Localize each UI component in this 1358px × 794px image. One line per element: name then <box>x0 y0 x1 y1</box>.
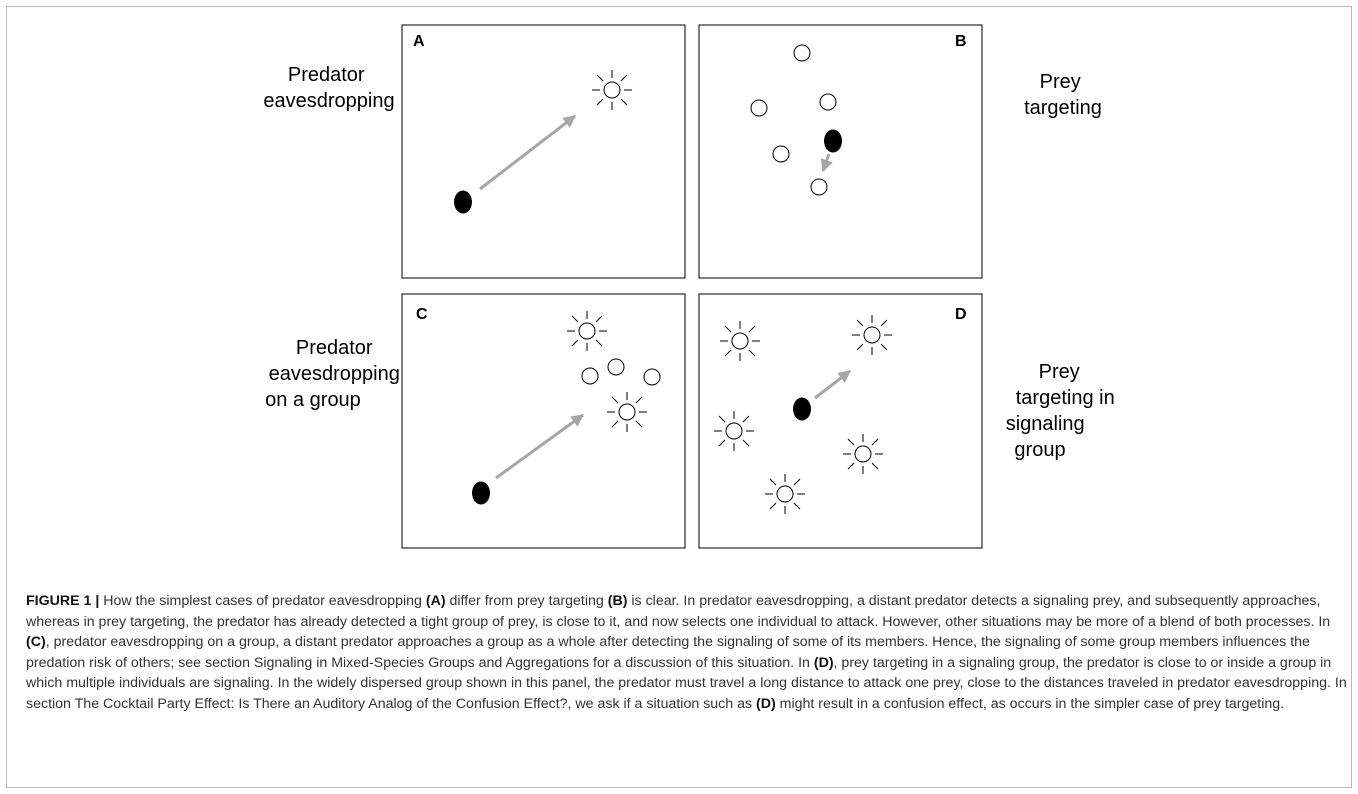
panel-a-letter: A <box>413 33 425 50</box>
caption-panel-ref: (D) <box>813 654 834 671</box>
panel-d: D <box>698 293 983 549</box>
caption-text: , prey targeting in a signaling group, t… <box>26 654 1347 712</box>
panel-c-prey <box>643 368 661 386</box>
panel-c-signaling-prey <box>566 310 608 352</box>
panel-b-border <box>698 24 983 279</box>
panel-c-predator <box>472 481 490 505</box>
panel-c-approach-arrow <box>495 413 585 480</box>
panel-d-signaling-prey <box>764 473 806 515</box>
panel-d-letter: D <box>955 306 967 323</box>
figure-caption-label: FIGURE 1 | <box>26 593 100 609</box>
panel-d-signaling-prey <box>713 410 755 452</box>
panel-b-letter: B <box>955 33 967 50</box>
caption-panel-ref: (A) <box>425 593 446 609</box>
panel-d-signaling-prey <box>719 320 761 362</box>
panel-c-side-label: Predator eavesdropping on a group <box>265 337 405 411</box>
figure-diagram: A Predator eavesdropping B Prey targetin… <box>263 24 1121 549</box>
panel-a-signaling-prey <box>591 69 633 111</box>
panel-d-signaling-prey <box>842 433 884 475</box>
caption-text: might result in a confusion effect, as o… <box>775 695 1285 712</box>
caption-text: is clear. In predator eavesdropping, a d… <box>26 593 1331 630</box>
panel-b-side-label: Prey targeting <box>1024 71 1102 119</box>
caption-text: , predator eavesdropping on a group, a d… <box>26 634 1310 671</box>
panel-b-target-prey <box>810 178 828 196</box>
panel-a: A <box>401 24 686 279</box>
panel-b: B <box>698 24 983 279</box>
panel-a-side-label: Predator eavesdropping <box>263 64 394 112</box>
caption-text: How the simplest cases of predator eaves… <box>99 593 426 609</box>
panel-c-signaling-prey <box>606 391 648 433</box>
panel-c-letter: C <box>416 306 428 323</box>
panel-d-border <box>698 293 983 549</box>
panel-b-predator <box>824 129 842 153</box>
panel-a-approach-arrow <box>479 114 576 191</box>
caption-panel-ref: (B) <box>607 593 628 609</box>
caption-text: differ from prey targeting <box>445 593 608 609</box>
panel-b-prey <box>772 145 790 163</box>
panel-a-predator <box>454 190 472 214</box>
panel-b-prey <box>750 99 768 117</box>
panel-d-side-label: Prey targeting in signaling group <box>1006 361 1121 461</box>
panel-b-prey <box>793 44 811 62</box>
panel-a-border <box>401 24 686 279</box>
caption-panel-ref: (D) <box>756 695 776 712</box>
caption-panel-ref: (C) <box>26 634 46 651</box>
panel-c-prey <box>607 358 625 376</box>
panel-c-prey <box>581 367 599 385</box>
panel-d-predator <box>793 397 811 421</box>
panel-b-attack-arrow <box>820 153 833 173</box>
figure-caption: FIGURE 1 | How the simplest cases of pre… <box>26 591 1348 715</box>
panel-c: C <box>401 293 686 549</box>
figure-frame: A Predator eavesdropping B Prey targetin… <box>6 6 1352 788</box>
panel-b-prey <box>819 93 837 111</box>
panel-c-border <box>401 293 686 549</box>
panel-d-attack-arrow <box>814 369 851 400</box>
panel-d-signaling-prey <box>851 314 893 356</box>
